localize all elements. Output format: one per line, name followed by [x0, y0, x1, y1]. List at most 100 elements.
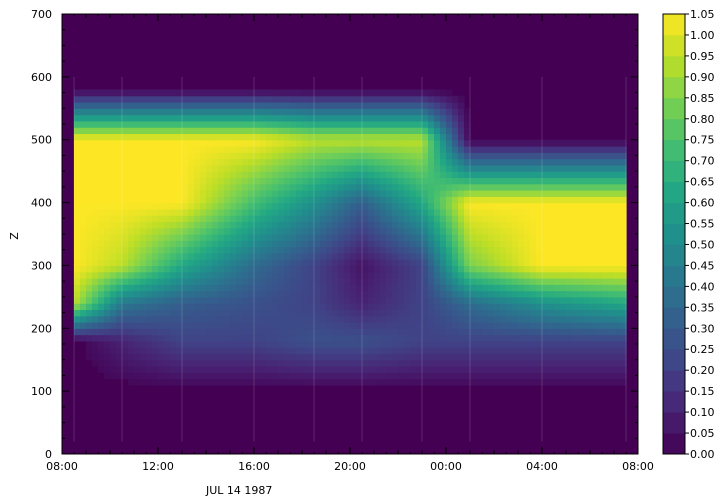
heatmap-cell: [242, 309, 249, 317]
heatmap-cell: [452, 139, 459, 147]
heatmap-cell: [206, 183, 213, 191]
heatmap-cell: [362, 240, 369, 248]
heatmap-cell: [530, 353, 537, 361]
heatmap-cell: [506, 139, 513, 147]
heatmap-cell: [212, 271, 219, 279]
heatmap-cell: [428, 303, 435, 311]
colorbar-label: 0.70: [690, 155, 715, 168]
heatmap-cell: [122, 139, 129, 147]
heatmap-cell: [194, 108, 201, 116]
heatmap-cell: [278, 372, 285, 380]
heatmap-cell: [260, 252, 267, 260]
heatmap-cell: [80, 114, 87, 122]
heatmap-cell: [98, 259, 105, 267]
heatmap-cell: [218, 234, 225, 241]
heatmap-cell: [116, 158, 123, 166]
heatmap-cell: [422, 271, 429, 279]
heatmap-cell: [602, 271, 609, 279]
heatmap-cell: [128, 340, 135, 348]
heatmap-cell: [458, 278, 465, 285]
heatmap-cell: [260, 152, 267, 160]
heatmap-cell: [176, 120, 183, 128]
heatmap-cell: [320, 240, 327, 248]
heatmap-cell: [440, 95, 447, 103]
heatmap-cell: [386, 240, 393, 248]
heatmap-cell: [260, 322, 267, 329]
heatmap-cell: [206, 164, 213, 172]
heatmap-cell: [614, 328, 621, 336]
heatmap-cell: [410, 133, 417, 141]
heatmap-cell: [128, 102, 135, 109]
heatmap-cell: [596, 234, 603, 241]
heatmap-cell: [80, 171, 87, 179]
heatmap-cell: [620, 177, 627, 185]
heatmap-cell: [164, 309, 171, 317]
heatmap-cell: [572, 183, 579, 191]
heatmap-cell: [80, 102, 87, 109]
heatmap-cell: [488, 221, 495, 229]
heatmap-cell: [566, 328, 573, 336]
heatmap-cell: [428, 378, 435, 386]
heatmap-cell: [194, 158, 201, 166]
heatmap-cell: [470, 234, 477, 241]
heatmap-cell: [578, 234, 585, 241]
heatmap-cell: [506, 372, 513, 380]
heatmap-cell: [620, 196, 627, 204]
heatmap-cell: [488, 215, 495, 223]
heatmap-cell: [242, 296, 249, 304]
colorbar-bin: [663, 97, 685, 120]
heatmap-cell: [506, 177, 513, 185]
heatmap-cell: [398, 102, 405, 109]
heatmap-cell: [104, 366, 111, 373]
heatmap-cell: [416, 133, 423, 141]
heatmap-cell: [176, 234, 183, 241]
heatmap-cell: [128, 196, 135, 204]
heatmap-cell: [620, 183, 627, 191]
heatmap-cell: [548, 265, 555, 273]
heatmap-cell: [254, 114, 261, 122]
heatmap-cell: [374, 265, 381, 273]
heatmap-cell: [332, 359, 339, 367]
heatmap-cell: [206, 196, 213, 204]
heatmap-cell: [164, 378, 171, 386]
heatmap-cell: [578, 221, 585, 229]
heatmap-cell: [194, 164, 201, 172]
heatmap-cell: [278, 164, 285, 172]
heatmap-cell: [512, 215, 519, 223]
heatmap-cell: [512, 164, 519, 172]
heatmap-cell: [152, 171, 159, 179]
heatmap-cell: [554, 359, 561, 367]
heatmap-cell: [494, 221, 501, 229]
heatmap-cell: [554, 208, 561, 216]
heatmap-cell: [236, 353, 243, 361]
heatmap-cell: [344, 196, 351, 204]
heatmap-cell: [200, 127, 207, 135]
heatmap-cell: [200, 171, 207, 179]
heatmap-cell: [524, 152, 531, 160]
heatmap-cell: [230, 152, 237, 160]
heatmap-cell: [254, 322, 261, 329]
heatmap-cell: [548, 334, 555, 342]
heatmap-cell: [374, 347, 381, 355]
heatmap-cell: [158, 95, 165, 103]
heatmap-cell: [476, 190, 483, 197]
heatmap-cell: [290, 196, 297, 204]
heatmap-cell: [272, 234, 279, 241]
heatmap-cell: [248, 259, 255, 267]
heatmap-cell: [518, 284, 525, 292]
heatmap-cell: [332, 227, 339, 235]
heatmap-cell: [572, 366, 579, 373]
heatmap-cell: [416, 328, 423, 336]
heatmap-cell: [338, 340, 345, 348]
heatmap-cell: [278, 309, 285, 317]
heatmap-cell: [98, 171, 105, 179]
heatmap-cell: [206, 171, 213, 179]
heatmap-cell: [440, 259, 447, 267]
heatmap-cell: [326, 114, 333, 122]
heatmap-cell: [242, 202, 249, 210]
heatmap-cell: [236, 133, 243, 141]
heatmap-cell: [290, 290, 297, 298]
heatmap-cell: [332, 252, 339, 260]
colorbar-bin: [663, 265, 685, 287]
heatmap-cell: [362, 177, 369, 185]
